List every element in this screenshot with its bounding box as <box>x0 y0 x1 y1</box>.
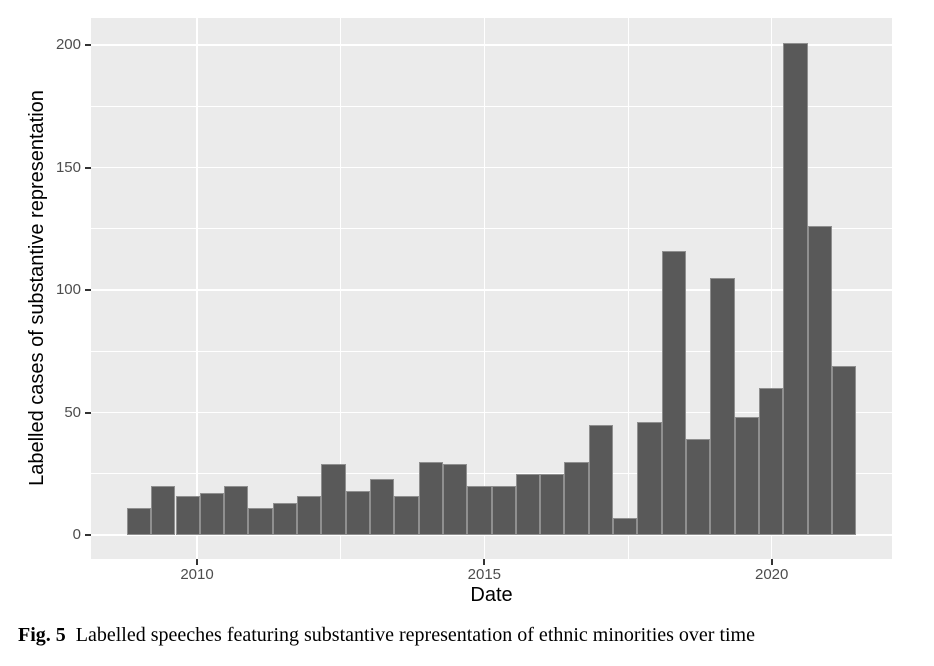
y-tick-label: 0 <box>72 526 81 543</box>
major-gridline-h <box>91 534 892 536</box>
x-tick-mark <box>483 559 486 565</box>
histogram-bar <box>807 226 832 535</box>
histogram-bar <box>272 503 298 535</box>
histogram-bar <box>637 422 662 535</box>
y-tick-mark <box>85 289 91 291</box>
major-gridline-v <box>770 18 773 559</box>
y-tick-label: 200 <box>55 36 81 53</box>
histogram-bar <box>442 463 468 535</box>
y-tick-label: 100 <box>55 281 81 298</box>
histogram-bar <box>199 493 225 535</box>
figure-caption-text: Labelled speeches featuring substantive … <box>75 624 755 646</box>
x-tick-label: 2015 <box>467 566 502 583</box>
major-gridline-v <box>483 18 486 559</box>
minor-gridline-h <box>91 350 892 352</box>
major-gridline-h <box>91 411 892 414</box>
plot-panel <box>91 18 892 559</box>
histogram-bar <box>345 490 370 535</box>
histogram-bar <box>588 424 614 535</box>
figure-caption: Fig. 5 Labelled speeches featuring substa… <box>18 624 928 647</box>
histogram-bar <box>126 508 152 535</box>
figure-caption-label: Fig. 5 <box>18 624 66 646</box>
histogram-bar <box>394 495 419 535</box>
x-tick-mark <box>196 559 198 565</box>
major-gridline-h <box>91 166 892 169</box>
histogram-bar <box>369 478 395 535</box>
y-tick-mark <box>85 166 91 169</box>
x-tick-label: 2010 <box>180 566 214 583</box>
minor-gridline-h <box>91 473 892 475</box>
histogram-bar <box>734 417 759 535</box>
major-gridline-h <box>91 289 892 291</box>
histogram-bar <box>661 250 686 535</box>
minor-gridline-v <box>340 18 342 559</box>
histogram-bar <box>686 439 711 535</box>
histogram-bar <box>564 461 589 535</box>
y-tick-label: 150 <box>55 158 81 176</box>
histogram-bar <box>467 486 492 535</box>
histogram-bar <box>710 277 735 535</box>
minor-gridline-v <box>627 18 629 559</box>
minor-gridline-h <box>91 228 892 230</box>
histogram-bar <box>418 461 443 535</box>
histogram-bar <box>515 473 541 535</box>
histogram-bar <box>321 463 346 535</box>
histogram-bar <box>297 495 322 535</box>
histogram-bar <box>224 486 249 535</box>
histogram-bar <box>783 42 808 535</box>
major-gridline-h <box>91 44 892 46</box>
y-tick-mark <box>85 411 91 414</box>
histogram-bar <box>248 508 273 535</box>
minor-gridline-h <box>91 105 892 107</box>
histogram-bar <box>758 388 784 535</box>
histogram-bar <box>613 517 638 535</box>
y-tick-label: 50 <box>64 403 81 421</box>
histogram-bar <box>175 495 200 535</box>
x-axis-title: Date <box>470 584 513 606</box>
major-gridline-v <box>196 18 198 559</box>
histogram-bar <box>831 365 857 535</box>
y-tick-mark <box>85 44 91 46</box>
histogram-bar <box>540 473 565 535</box>
histogram-bar <box>151 486 176 535</box>
histogram-bar <box>491 486 516 535</box>
y-tick-mark <box>85 534 91 536</box>
x-tick-label: 2020 <box>755 566 789 583</box>
x-tick-mark <box>770 559 773 565</box>
